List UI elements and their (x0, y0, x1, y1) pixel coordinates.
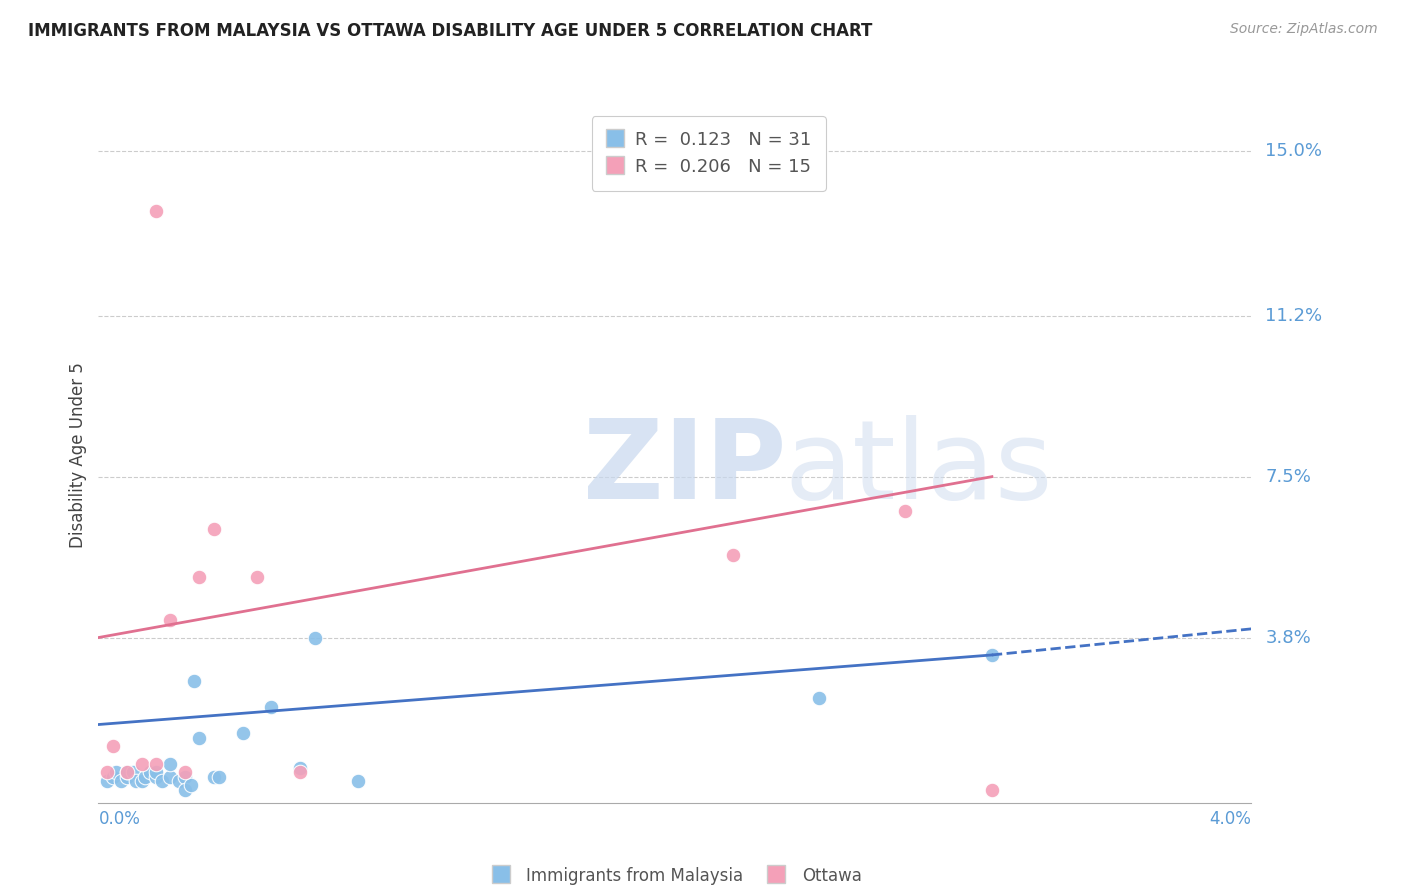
Point (110, 774, 132, 789)
Point (96, 765, 118, 780)
Point (202, 770, 225, 784)
Point (125, 774, 148, 789)
Point (346, 774, 368, 789)
Point (150, 774, 173, 789)
Text: atlas: atlas (785, 416, 1053, 523)
Text: IMMIGRANTS FROM MALAYSIA VS OTTAWA DISABILITY AGE UNDER 5 CORRELATION CHART: IMMIGRANTS FROM MALAYSIA VS OTTAWA DISAB… (28, 22, 873, 40)
Point (981, 648, 1004, 662)
Point (134, 770, 156, 784)
Text: 0.0%: 0.0% (98, 810, 141, 828)
Point (96, 774, 118, 789)
Point (117, 765, 138, 780)
Point (117, 770, 138, 784)
Point (174, 770, 197, 784)
Y-axis label: Disability Age Under 5: Disability Age Under 5 (69, 362, 87, 548)
Point (260, 700, 283, 714)
Point (202, 522, 225, 536)
Text: 7.5%: 7.5% (1265, 467, 1312, 485)
Point (117, 765, 138, 780)
Text: 15.0%: 15.0% (1265, 142, 1322, 160)
Point (122, 765, 145, 780)
Point (183, 674, 205, 689)
Text: 3.8%: 3.8% (1265, 629, 1310, 647)
Point (174, 782, 197, 797)
Point (180, 778, 202, 792)
Point (290, 765, 312, 780)
Point (188, 731, 211, 745)
Point (145, 204, 167, 219)
Point (231, 726, 254, 740)
Point (131, 774, 153, 789)
Point (188, 570, 211, 584)
Point (807, 691, 830, 706)
Text: ZIP: ZIP (582, 416, 786, 523)
Point (145, 756, 167, 771)
Point (101, 739, 124, 754)
Point (174, 765, 197, 780)
Point (721, 548, 744, 562)
Point (290, 761, 312, 775)
Point (159, 756, 181, 771)
Point (894, 504, 917, 518)
Point (159, 770, 181, 784)
Point (304, 631, 326, 645)
Legend: Immigrants from Malaysia, Ottawa: Immigrants from Malaysia, Ottawa (481, 860, 869, 891)
Point (145, 765, 167, 780)
Point (145, 770, 167, 784)
Text: 4.0%: 4.0% (1209, 810, 1251, 828)
Point (167, 774, 190, 789)
Text: Source: ZipAtlas.com: Source: ZipAtlas.com (1230, 22, 1378, 37)
Point (208, 770, 231, 784)
Point (139, 765, 162, 780)
Point (246, 570, 269, 584)
Text: 11.2%: 11.2% (1265, 307, 1323, 325)
Point (131, 756, 153, 771)
Point (981, 782, 1004, 797)
Point (101, 770, 124, 784)
Point (104, 765, 127, 780)
Point (159, 613, 181, 627)
